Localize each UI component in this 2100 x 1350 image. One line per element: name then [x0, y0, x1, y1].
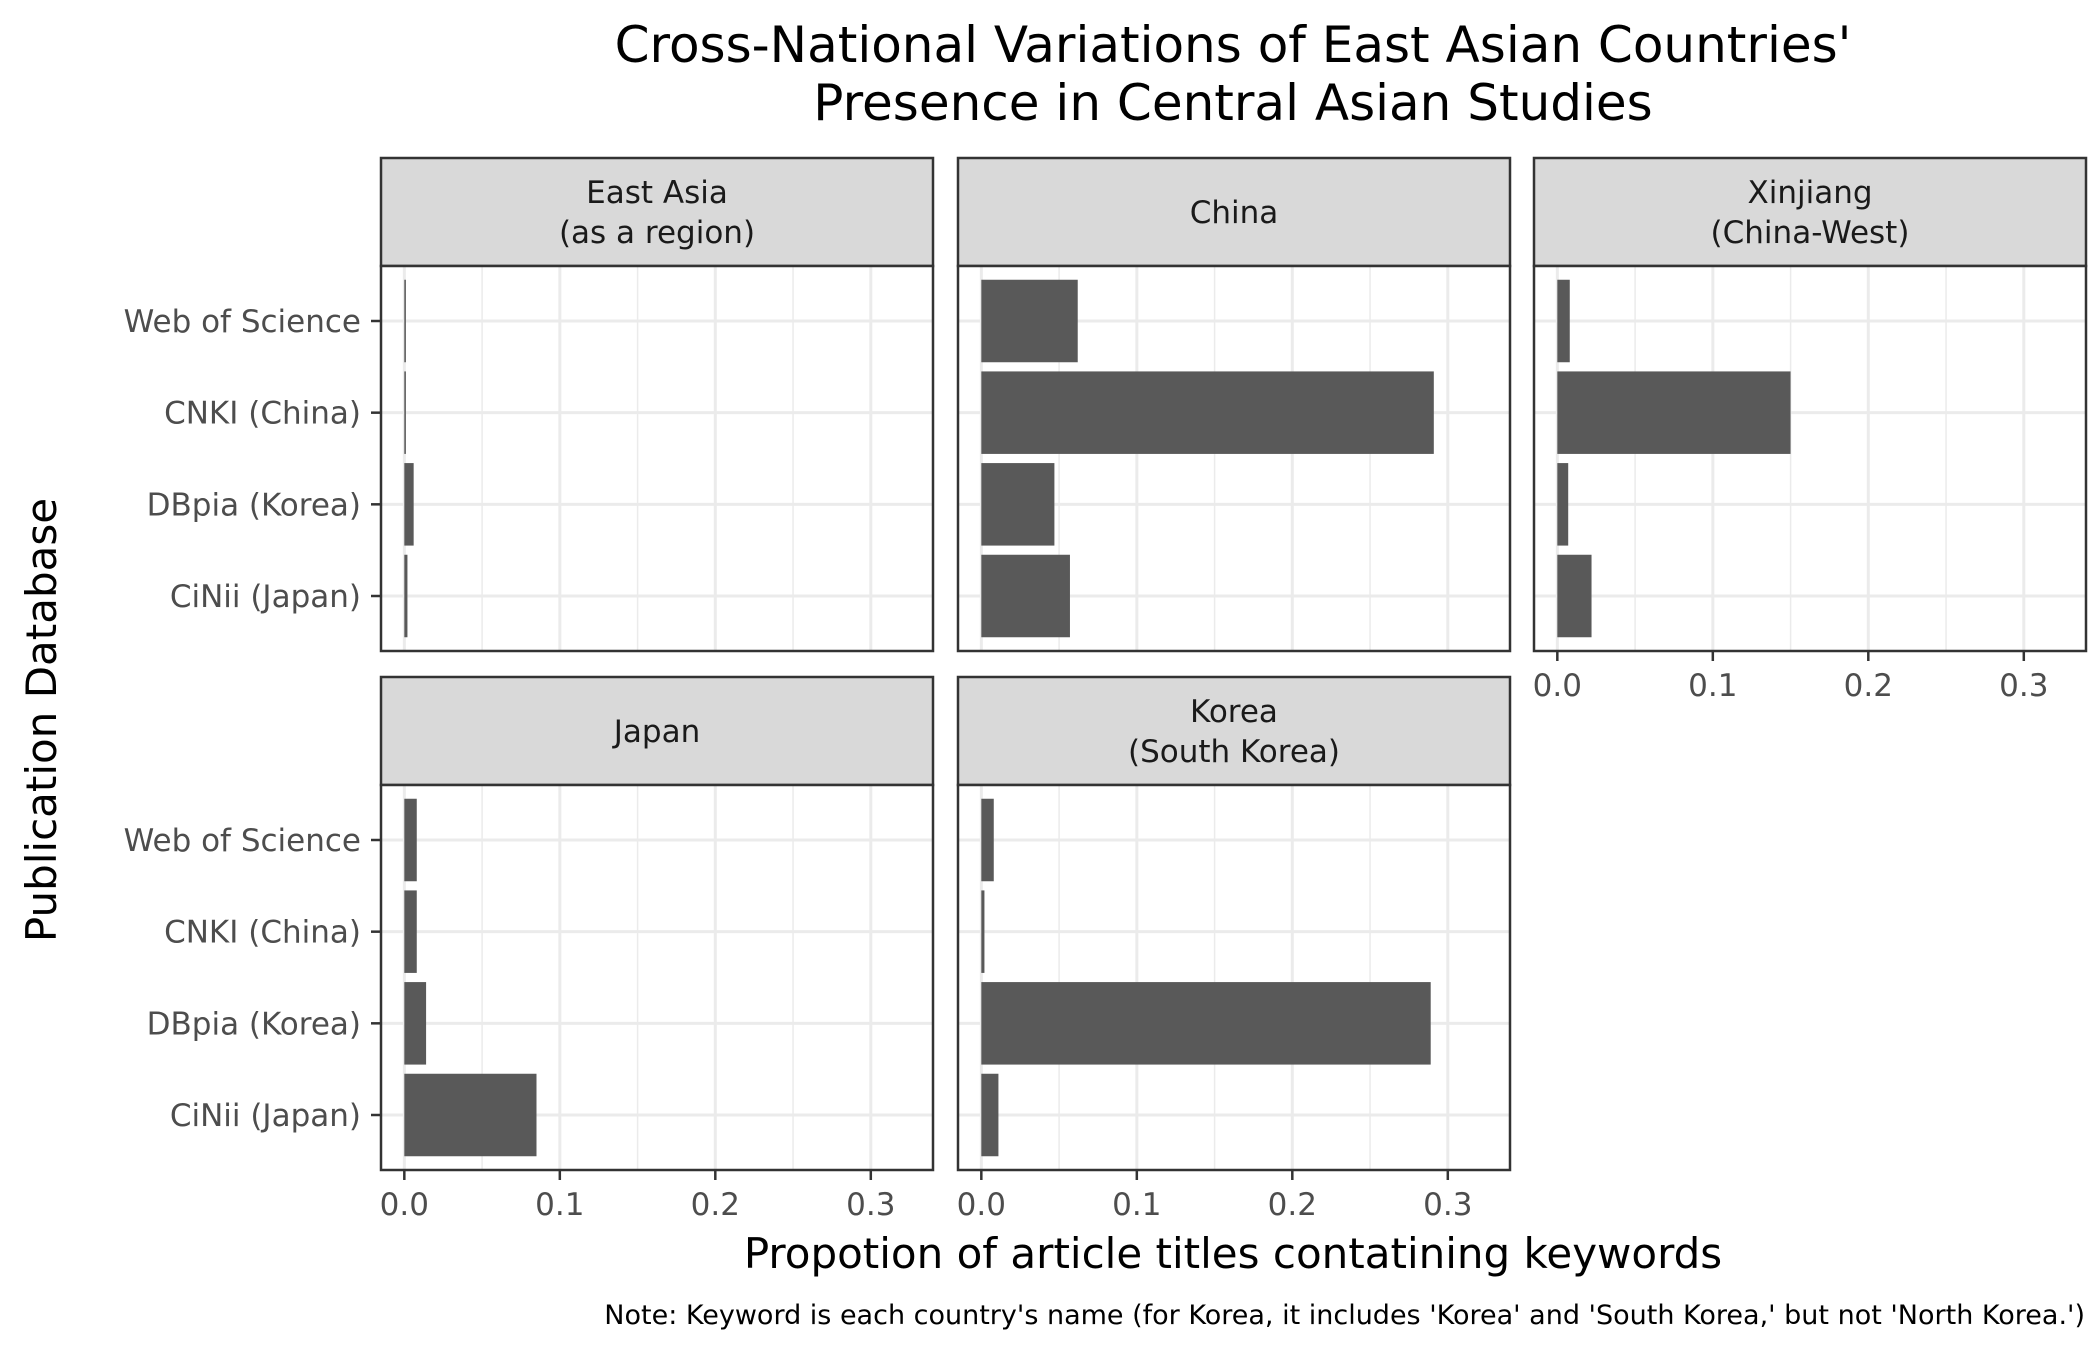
bar-china-dbpia-korea [981, 463, 1055, 546]
bar-japan-dbpia-korea [404, 982, 427, 1065]
y-tick-label-cnki-china: CNKI (China) [164, 915, 361, 951]
facet-xinjiang: Xinjiang (China-West) 0.0 0.1 0.2 0.3 [1532, 156, 2088, 704]
facet-label-east-asia-line-1: East Asia [586, 175, 728, 211]
bar-east-asia-cnki-china [404, 371, 406, 454]
facet-korea: Korea (South Korea) 0.0 0.1 0.2 0.3 [956, 675, 1512, 1223]
facet-label-xinjiang-line-2: (China-West) [1711, 215, 1910, 251]
bar-korea-cnki-china [981, 890, 985, 973]
bar-korea-web-of-science [981, 798, 994, 882]
y-tick-label-cinii-japan: CiNii (Japan) [170, 1098, 361, 1134]
bar-xinjiang-cinii-japan [1557, 554, 1592, 638]
y-tick-label-dbpia-korea: DBpia (Korea) [147, 1006, 361, 1042]
x-tick-label: 0.2 [691, 1187, 740, 1223]
panel-background-korea [958, 785, 1510, 1170]
bar-korea-dbpia-korea [981, 982, 1431, 1065]
facet-strip-east-asia [379, 156, 935, 268]
bar-japan-cnki-china [404, 890, 417, 973]
x-axis-title: Propotion of article titles contatining … [744, 1229, 1722, 1278]
facet-label-japan-line-1: Japan [612, 714, 700, 750]
bar-xinjiang-cnki-china [1557, 371, 1791, 454]
x-tick-label: 0.1 [1688, 668, 1737, 704]
x-tick-label: 0.3 [1999, 668, 2048, 704]
facet-china: China [956, 156, 1512, 653]
panel-border-east-asia [379, 264, 935, 653]
facet-label-korea-line-2: (South Korea) [1128, 734, 1340, 770]
bar-china-cinii-japan [981, 554, 1070, 638]
bar-korea-cinii-japan [981, 1073, 999, 1157]
bar-east-asia-cinii-japan [404, 554, 408, 638]
bar-xinjiang-web-of-science [1557, 279, 1570, 363]
facet-panels: East Asia (as a region) Web of Science CNKI… [124, 156, 2088, 1223]
panel-background-xinjiang [1534, 266, 2086, 651]
x-tick-label: 0.0 [1533, 668, 1582, 704]
bar-china-cnki-china [981, 371, 1434, 454]
facet-strip-china [956, 156, 1512, 268]
facet-label-korea-line-1: Korea [1190, 694, 1278, 730]
chart-caption: Note: Keyword is each country's name (fo… [604, 1300, 2085, 1331]
x-tick-label: 0.0 [380, 1187, 429, 1223]
panel-background-east-asia [381, 266, 933, 651]
x-tick-label: 0.3 [1423, 1187, 1472, 1223]
chart-title-line-1: Cross-National Variations of East Asian … [615, 16, 1852, 74]
panel-border-xinjiang [1532, 264, 2088, 653]
panel-border-korea [956, 783, 1512, 1172]
x-tick-label: 0.1 [1112, 1187, 1161, 1223]
panel-border-japan [379, 783, 935, 1172]
facet-east-asia: East Asia (as a region) Web of Science CNKI… [124, 156, 935, 653]
facet-strip-korea [956, 675, 1512, 787]
facet-strip-xinjiang [1532, 156, 2088, 268]
y-tick-label-web-of-science: Web of Science [124, 823, 361, 859]
bar-china-web-of-science [981, 279, 1078, 363]
facet-label-china-line-1: China [1190, 195, 1279, 231]
bar-japan-cinii-japan [404, 1073, 537, 1157]
y-axis-title: Publication Database [17, 498, 66, 942]
facet-japan: Japan Web of Science CNKI (China) DBpia (Ko… [124, 675, 935, 1223]
y-tick-label-dbpia-korea: DBpia (Korea) [147, 487, 361, 523]
facet-strip-japan [379, 675, 935, 787]
x-tick-label: 0.2 [1268, 1187, 1317, 1223]
x-tick-label: 0.0 [957, 1187, 1006, 1223]
panel-border-china [956, 264, 1512, 653]
y-tick-label-cinii-japan: CiNii (Japan) [170, 579, 361, 615]
chart-title-line-2: Presence in Central Asian Studies [813, 74, 1652, 132]
bar-east-asia-web-of-science [404, 279, 406, 363]
y-tick-label-web-of-science: Web of Science [124, 304, 361, 340]
bar-east-asia-dbpia-korea [404, 463, 414, 546]
facet-label-xinjiang-line-1: Xinjiang [1747, 175, 1872, 211]
y-tick-label-cnki-china: CNKI (China) [164, 396, 361, 432]
bar-japan-web-of-science [404, 798, 417, 882]
x-tick-label: 0.2 [1844, 668, 1893, 704]
x-tick-label: 0.3 [846, 1187, 895, 1223]
bar-xinjiang-dbpia-korea [1557, 463, 1569, 546]
facet-label-east-asia-line-2: (as a region) [559, 215, 755, 251]
x-tick-label: 0.1 [535, 1187, 584, 1223]
